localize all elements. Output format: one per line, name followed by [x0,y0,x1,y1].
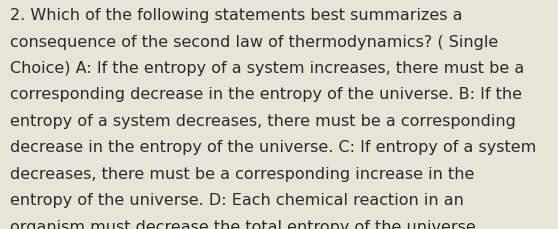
Text: consequence of the second law of thermodynamics? ( Single: consequence of the second law of thermod… [10,34,498,49]
Text: 2. Which of the following statements best summarizes a: 2. Which of the following statements bes… [10,8,463,23]
Text: corresponding decrease in the entropy of the universe. B: If the: corresponding decrease in the entropy of… [10,87,522,102]
Text: entropy of the universe. D: Each chemical reaction in an: entropy of the universe. D: Each chemica… [10,192,464,207]
Text: decrease in the entropy of the universe. C: If entropy of a system: decrease in the entropy of the universe.… [10,140,536,155]
Text: decreases, there must be a corresponding increase in the: decreases, there must be a corresponding… [10,166,474,181]
Text: entropy of a system decreases, there must be a corresponding: entropy of a system decreases, there mus… [10,113,516,128]
Text: Choice) A: If the entropy of a system increases, there must be a: Choice) A: If the entropy of a system in… [10,61,525,76]
Text: organism must decrease the total entropy of the universe.: organism must decrease the total entropy… [10,219,481,229]
